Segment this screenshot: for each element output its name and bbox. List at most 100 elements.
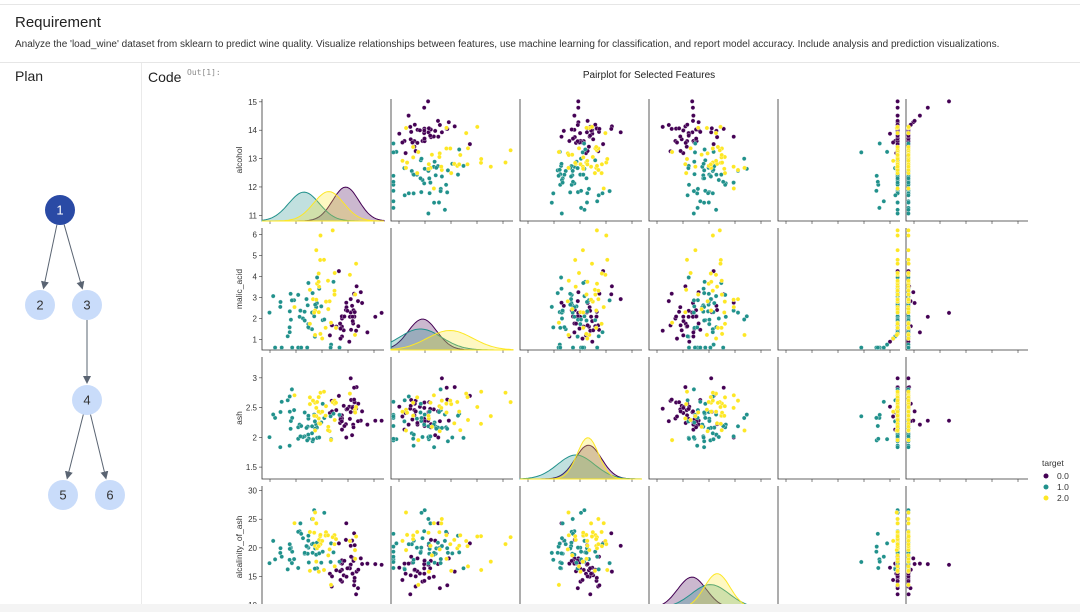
scatter-point [894, 547, 900, 553]
scatter-point [428, 434, 433, 439]
scatter-point [906, 130, 911, 136]
scatter-point [594, 163, 600, 169]
scatter-point [355, 585, 361, 591]
scatter-point [895, 553, 900, 558]
scatter-point [359, 561, 365, 567]
scatter-point [590, 137, 596, 142]
scatter-point [556, 149, 562, 155]
scatter-point [422, 128, 427, 133]
scatter-point [285, 567, 290, 572]
cell-axis [390, 486, 513, 609]
scatter-point [329, 574, 335, 579]
scatter-point [895, 288, 900, 293]
scatter-point [403, 571, 408, 576]
y-axis-label-ash: ash [234, 411, 244, 425]
scatter-point [341, 403, 346, 409]
scatter-point [557, 167, 562, 173]
scatter-point [590, 154, 596, 160]
scatter-point [328, 559, 333, 565]
scatter-point [575, 138, 580, 144]
scatter-point [458, 152, 463, 158]
scatter-point [906, 193, 911, 198]
scatter-point [925, 418, 931, 423]
scatter-point [306, 538, 311, 543]
scatter-point [353, 261, 359, 266]
scatter-point [278, 299, 283, 305]
scatter-point [720, 179, 726, 185]
scatter-point [414, 416, 420, 421]
scatter-point [744, 412, 750, 417]
scatter-point [906, 158, 911, 164]
scatter-point [895, 534, 900, 539]
scatter-point [279, 554, 284, 559]
scatter-point [718, 124, 723, 130]
scatter-point [708, 308, 714, 313]
scatter-point [334, 568, 339, 573]
scatter-point [875, 179, 881, 185]
scatter-point [422, 412, 427, 417]
scatter-point [309, 424, 315, 429]
scatter-point [742, 165, 747, 171]
scatter-point [332, 541, 337, 547]
legend-marker-1 [1043, 484, 1049, 490]
scatter-point [302, 318, 307, 323]
scatter-point [406, 422, 411, 427]
scatter-point [912, 300, 917, 306]
scatter-point [444, 426, 450, 432]
scatter-point [270, 538, 276, 544]
pairplot-cell-3-5 [905, 486, 1028, 611]
scatter-point [906, 297, 911, 302]
scatter-point [710, 329, 716, 335]
scatter-point [310, 437, 316, 442]
scatter-point [317, 421, 323, 427]
scatter-point [716, 177, 722, 183]
scatter-point [695, 297, 701, 303]
scatter-point [906, 404, 911, 410]
scatter-point [895, 325, 900, 331]
scatter-point [351, 397, 357, 402]
scatter-point [452, 124, 457, 129]
scatter-point [337, 569, 343, 574]
scatter-point [577, 326, 582, 331]
scatter-point [306, 560, 312, 565]
bottom-scroll-area [0, 604, 1080, 612]
scatter-point [578, 321, 583, 327]
y-tick-label: 13 [248, 155, 257, 164]
scatter-point [600, 329, 605, 335]
scatter-point [319, 538, 325, 544]
scatter-point [306, 280, 311, 286]
scatter-point [278, 444, 283, 450]
scatter-point [391, 414, 396, 419]
scatter-point [692, 171, 697, 177]
scatter-point [455, 413, 461, 418]
scatter-point [906, 444, 911, 450]
scatter-point [404, 160, 410, 165]
scatter-point [391, 188, 396, 194]
scatter-point [353, 328, 359, 333]
scatter-point [698, 199, 703, 204]
scatter-point [321, 567, 327, 573]
scatter-point [599, 170, 604, 176]
scatter-point [707, 418, 712, 424]
scatter-point [567, 291, 573, 297]
scatter-point [609, 569, 615, 574]
scatter-point [690, 105, 696, 110]
scatter-point [895, 105, 900, 110]
scatter-point [572, 314, 577, 320]
scatter-point [292, 393, 297, 398]
scatter-point [578, 205, 584, 211]
scatter-point [478, 567, 484, 573]
scatter-point [304, 345, 310, 350]
scatter-point [331, 550, 336, 555]
scatter-point [351, 531, 357, 536]
scatter-point [678, 134, 683, 139]
scatter-point [718, 261, 723, 266]
scatter-point [731, 434, 736, 439]
scatter-point [429, 553, 435, 558]
scatter-point [306, 432, 311, 437]
scatter-point [683, 309, 688, 315]
scatter-point [895, 228, 900, 233]
scatter-point [400, 409, 405, 414]
scatter-point [906, 278, 911, 283]
scatter-point [588, 297, 594, 302]
